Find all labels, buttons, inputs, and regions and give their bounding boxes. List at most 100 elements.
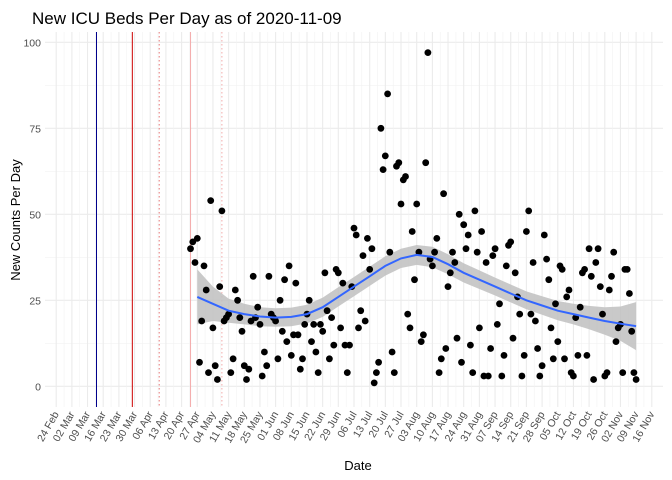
data-point <box>368 245 376 253</box>
data-point <box>236 314 244 321</box>
data-point <box>545 276 553 284</box>
data-point <box>272 317 279 325</box>
data-point <box>610 248 618 256</box>
data-point <box>516 310 524 318</box>
data-point <box>581 266 588 273</box>
data-point <box>296 365 304 373</box>
data-point <box>205 369 212 376</box>
data-point <box>437 355 445 363</box>
data-point <box>590 376 597 383</box>
data-point <box>413 200 421 208</box>
data-point <box>245 365 253 373</box>
data-point <box>258 372 266 380</box>
data-point <box>493 321 501 328</box>
data-point <box>478 228 485 235</box>
data-point <box>305 296 313 304</box>
data-point <box>397 200 405 208</box>
data-point <box>623 266 631 273</box>
data-point <box>487 345 494 352</box>
grid-layer <box>45 32 663 407</box>
data-point <box>460 221 468 229</box>
data-point <box>274 355 282 363</box>
data-point <box>626 290 633 297</box>
data-point <box>536 372 544 380</box>
data-point <box>294 331 302 339</box>
data-point <box>229 355 237 363</box>
data-point <box>263 362 271 370</box>
data-point <box>301 321 309 328</box>
data-point <box>554 338 562 345</box>
data-point <box>608 272 615 280</box>
data-point <box>265 272 273 280</box>
y-tick-label: 25 <box>29 295 41 307</box>
data-point <box>395 159 403 167</box>
data-point <box>469 369 477 376</box>
data-point <box>200 262 208 270</box>
data-point <box>473 248 481 256</box>
data-point <box>328 314 335 321</box>
data-point <box>187 245 194 253</box>
data-point <box>628 327 636 335</box>
data-point <box>543 255 550 263</box>
data-point <box>415 248 423 256</box>
data-point <box>444 283 452 290</box>
data-point <box>323 307 331 315</box>
data-point <box>592 259 600 266</box>
data-point <box>249 272 257 280</box>
data-point <box>431 248 438 256</box>
data-point <box>308 338 315 345</box>
data-point <box>404 310 412 318</box>
data-point <box>317 321 324 328</box>
data-point <box>587 272 595 280</box>
data-point <box>632 376 640 383</box>
data-point <box>314 369 322 376</box>
data-point <box>433 235 441 242</box>
data-point <box>198 317 206 325</box>
x-axis-title: Date <box>344 458 371 473</box>
data-point <box>281 276 288 284</box>
data-point <box>285 262 293 270</box>
data-point <box>561 355 568 363</box>
data-point <box>583 352 591 359</box>
data-point <box>384 90 391 98</box>
data-point <box>540 231 548 239</box>
data-point <box>603 369 611 376</box>
data-point <box>599 310 606 318</box>
data-point <box>377 124 385 132</box>
trend-line <box>196 253 637 328</box>
data-point <box>346 341 353 349</box>
data-point <box>370 379 378 387</box>
data-point <box>449 248 456 256</box>
data-point <box>355 324 362 332</box>
data-point <box>209 324 217 332</box>
data-point <box>424 49 432 56</box>
data-point <box>243 376 250 383</box>
data-point <box>214 376 221 383</box>
data-point <box>558 266 566 273</box>
data-point <box>565 286 573 294</box>
data-point <box>276 296 284 304</box>
data-point <box>299 355 306 363</box>
data-point <box>527 310 535 318</box>
y-axis-title: New Counts Per Day <box>8 159 23 281</box>
data-point <box>471 207 479 215</box>
vline-layer <box>96 32 223 407</box>
data-point <box>411 276 418 284</box>
data-point <box>549 355 557 363</box>
data-point <box>321 269 329 277</box>
data-point <box>357 307 365 315</box>
data-point <box>256 321 264 328</box>
chart-title: New ICU Beds Per Day as of 2020-11-09 <box>32 9 342 28</box>
data-point <box>435 369 443 376</box>
data-point <box>343 369 351 376</box>
data-point <box>605 286 613 294</box>
y-tick-label: 50 <box>29 209 41 221</box>
data-point <box>453 334 461 342</box>
data-point <box>278 327 286 335</box>
data-point <box>525 207 533 215</box>
data-point <box>234 296 242 304</box>
data-point <box>429 262 436 270</box>
data-point <box>227 369 235 376</box>
